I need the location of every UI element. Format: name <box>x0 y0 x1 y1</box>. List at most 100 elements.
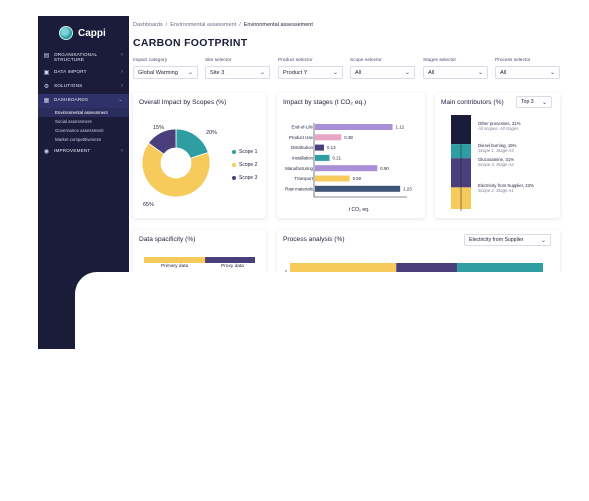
stage-value-label: 0.50 <box>353 176 362 181</box>
donut-slices <box>141 128 211 198</box>
stage-bar <box>315 175 350 182</box>
sidebar-item-solutions[interactable]: ⚙ Solutions › <box>38 80 129 94</box>
contributors-stacked-bar <box>451 115 471 211</box>
dashboard-icon: ▦ <box>43 97 50 104</box>
donut-value-label: 65% <box>143 202 154 208</box>
stage-category-label: End-of-Life <box>292 125 314 130</box>
contributor-detail: Scope 2, Stage A1 <box>478 188 514 194</box>
card-title: Impact by stages (t CO₂ eq.) <box>283 99 367 106</box>
stages-bar-chart: End-of-Life 1.12 Product Use 0.38 Distributi… <box>285 123 412 213</box>
card-title: Process analysis (%) <box>283 236 345 243</box>
stages-select[interactable]: All ⌄ <box>423 66 488 79</box>
process-select[interactable]: All ⌄ <box>495 66 560 79</box>
specificity-segment <box>144 257 206 263</box>
sidebar-item-data-import[interactable]: ▣ Data import › <box>38 66 129 80</box>
contributor-name: Electricity from Supplier, 23% <box>478 183 534 188</box>
process-segment <box>290 263 397 272</box>
dropdown-value: Electricity from Supplier <box>469 237 524 243</box>
filter-value: Site 3 <box>210 69 225 76</box>
donut-value-label: 20% <box>206 130 217 136</box>
card-title: Main contributors (%) <box>441 99 504 106</box>
page-title: CARBON FOOTPRINT <box>133 37 248 49</box>
chevron-down-icon: ⌄ <box>332 70 338 76</box>
chevron-right-icon: › <box>121 52 123 58</box>
donut-value-label: 15% <box>153 125 164 131</box>
stage-category-label: Transport <box>294 176 313 181</box>
sidebar-item-label: Improvement <box>54 147 91 153</box>
scopes-donut-chart: 20% 65% 15% <box>141 125 217 208</box>
donut-slice-scope-2 <box>141 142 211 198</box>
scope-select[interactable]: All ⌄ <box>350 66 415 79</box>
sidebar: Cappi ▤ Organisational structure › ▣ Dat… <box>38 16 129 349</box>
breadcrumb-separator: / <box>239 22 241 28</box>
contributor-label: Other processes, 31% All scopes, All stag… <box>478 121 521 131</box>
stage-bar <box>315 124 393 130</box>
sidebar-subitem-social[interactable]: Social assessment <box>55 119 92 125</box>
sidebar-item-label: Dashboards <box>54 96 89 102</box>
sidebar-subitem-environmental[interactable]: Environmental assessment <box>38 107 129 118</box>
card-title: Overall Impact by Scopes (%) <box>139 99 227 106</box>
filter-label: Scope selector <box>350 58 382 63</box>
legend-primary-data: Primary data <box>161 264 189 269</box>
site-select[interactable]: Site 3 ⌄ <box>205 66 270 79</box>
stage-category-label: Raw materials <box>285 186 314 191</box>
filter-stages: Stages selector All ⌄ <box>423 58 488 79</box>
filter-scope: Scope selector All ⌄ <box>350 58 415 79</box>
contributor-label: Glucosamine, 31% Scope 3, Stage A2 <box>478 157 514 167</box>
legend-label: Scope 1 <box>239 149 258 155</box>
legend-label: Scope 2 <box>239 162 258 168</box>
sidebar-item-improvement[interactable]: ◉ Improvement › <box>38 145 129 159</box>
chevron-right-icon: › <box>121 82 123 89</box>
stage-value-label: 1.12 <box>396 125 405 130</box>
sidebar-nav: ▤ Organisational structure › ▣ Data impo… <box>38 49 129 159</box>
process-dropdown[interactable]: Electricity from Supplier ⌄ <box>464 234 551 246</box>
solutions-icon: ⚙ <box>43 83 50 90</box>
stage-bar <box>315 144 324 151</box>
stage-bar <box>315 165 378 172</box>
stage-category-label: Distribution <box>291 145 314 150</box>
stage-bar <box>315 134 342 141</box>
specificity-stacked-bar <box>144 257 255 263</box>
sidebar-item-organisational-structure[interactable]: ▤ Organisational structure › <box>38 49 129 66</box>
impact-category-select[interactable]: Global Warming ⌄ <box>133 66 198 79</box>
breadcrumb-dashboards[interactable]: Dashboards <box>133 22 163 28</box>
chevron-down-icon: ⌄ <box>117 96 123 103</box>
stage-value-label: 0.38 <box>344 135 353 140</box>
stage-category-label: Installation <box>292 156 314 161</box>
legend-swatch <box>232 176 236 180</box>
logo[interactable]: Cappi <box>59 26 106 40</box>
chevron-right-icon: › <box>121 68 123 75</box>
stage-category-label: Product Use <box>289 135 314 140</box>
filter-label: Site selector <box>205 58 232 63</box>
chevron-down-icon: ⌄ <box>259 70 265 76</box>
filter-product: Product selector Product Y ⌄ <box>278 58 343 79</box>
stage-value-label: 0.13 <box>327 145 336 150</box>
chevron-down-icon: ⌄ <box>187 70 193 76</box>
logo-icon <box>59 26 73 40</box>
contributor-name: Other processes, 31% <box>478 121 521 126</box>
filter-value: All <box>355 69 362 76</box>
sidebar-subitem-market[interactable]: Market competitiveness <box>55 137 102 143</box>
specificity-segment <box>205 257 255 263</box>
overlay-panel <box>75 272 589 501</box>
sidebar-item-label: Data import <box>54 68 87 74</box>
chevron-down-icon: ⌄ <box>549 70 555 76</box>
filter-site: Site selector Site 3 ⌄ <box>205 58 270 79</box>
filter-value: Global Warming <box>138 69 178 76</box>
import-icon: ▣ <box>43 69 50 76</box>
sidebar-subitem-governance[interactable]: Governance assessment <box>55 128 104 134</box>
sidebar-item-dashboards[interactable]: ▦ Dashboards ⌄ <box>38 93 129 108</box>
product-select[interactable]: Product Y ⌄ <box>278 66 343 79</box>
breadcrumb-environmental[interactable]: Environmental assessment <box>170 22 237 28</box>
dropdown-value: Top 3 <box>521 99 534 105</box>
contributor-name: Glucosamine, 31% <box>478 157 515 162</box>
contributor-name: Diesel burning, 15% <box>478 143 517 148</box>
stage-value-label: 0.21 <box>333 156 342 161</box>
filter-value: Product Y <box>283 69 308 76</box>
contributor-detail: Scope 1, Stage A3 <box>478 148 514 154</box>
legend-label: Scope 3 <box>239 175 258 181</box>
filter-label: Impact category <box>133 58 168 63</box>
contributor-label: Diesel burning, 15% Scope 1, Stage A3 <box>478 143 516 153</box>
top-n-dropdown[interactable]: Top 3 ⌄ <box>516 96 552 108</box>
filter-label: Product selector <box>278 58 313 63</box>
